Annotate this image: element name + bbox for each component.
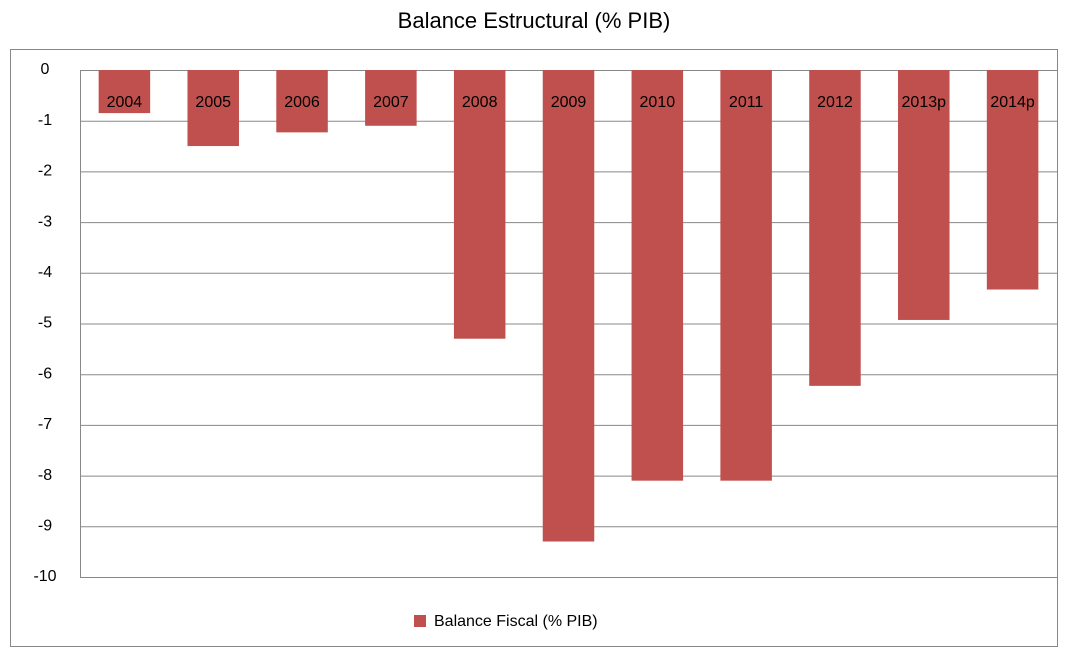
y-tick-label: -8 [38, 467, 52, 484]
bar [631, 70, 684, 481]
bar [187, 70, 239, 147]
bar [542, 70, 595, 542]
y-tick-label: -7 [38, 416, 52, 433]
x-tick-label: 2008 [462, 94, 498, 111]
bar [809, 70, 861, 386]
legend-label: Balance Fiscal (% PIB) [434, 613, 598, 630]
bar [898, 70, 950, 320]
y-tick-label: -3 [38, 213, 52, 230]
y-tick-label: -4 [38, 264, 52, 281]
y-tick-label: -5 [38, 315, 52, 332]
legend-swatch [414, 615, 426, 627]
bar [98, 70, 151, 114]
x-tick-label: 2014p [990, 94, 1035, 111]
x-tick-label: 2006 [284, 94, 320, 111]
x-tick-label: 2010 [640, 94, 676, 111]
x-tick-label: 2009 [551, 94, 587, 111]
y-tick-label: -1 [38, 112, 52, 129]
y-tick-label: -6 [38, 365, 52, 382]
y-tick-label: -10 [33, 568, 56, 585]
x-tick-label: 2005 [195, 94, 231, 111]
y-tick-label: 0 [41, 61, 50, 78]
bar [986, 70, 1039, 290]
x-tick-label: 2012 [817, 94, 853, 111]
x-tick-label: 2013p [902, 94, 947, 111]
x-tick-label: 2004 [107, 94, 143, 111]
y-tick-label: -9 [38, 518, 52, 535]
x-tick-label: 2007 [373, 94, 409, 111]
bar [453, 70, 506, 339]
bar [276, 70, 328, 133]
bar [720, 70, 772, 481]
chart-border [10, 49, 1058, 647]
bar [365, 70, 417, 126]
y-tick-label: -2 [38, 163, 52, 180]
x-tick-label: 2011 [729, 94, 764, 111]
chart-title: Balance Estructural (% PIB) [398, 8, 671, 33]
